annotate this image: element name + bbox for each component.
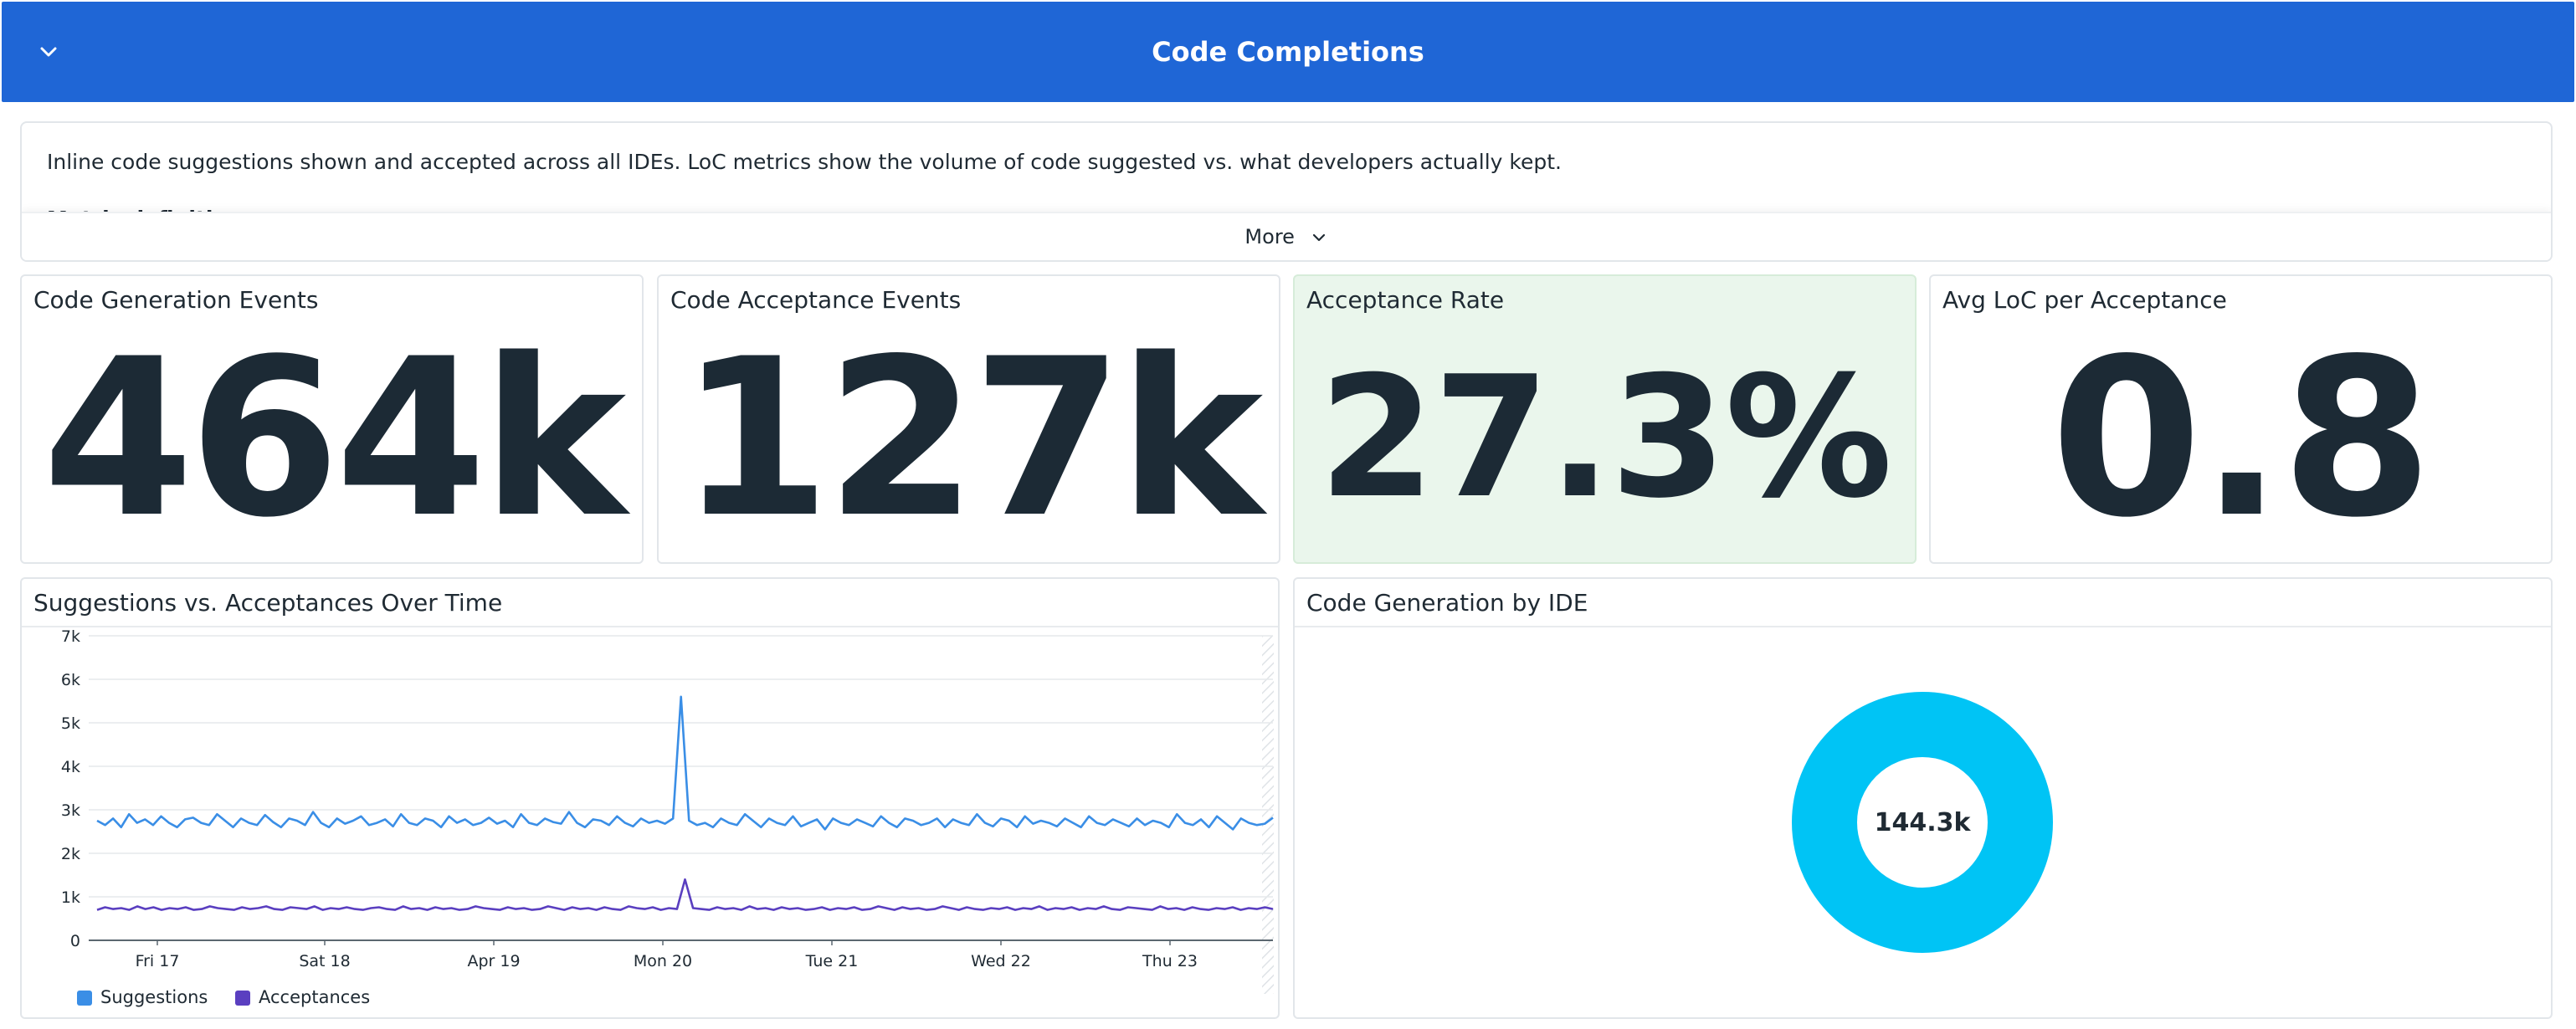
card-divider — [22, 626, 1278, 627]
description-text: Inline code suggestions shown and accept… — [47, 150, 1562, 174]
y-tick-label: 1k — [61, 888, 80, 907]
kpi-card-avg-loc: Avg LoC per Acceptance 0.8 — [1929, 274, 2553, 564]
incomplete-data-region — [1262, 636, 1274, 994]
timeseries-chart[interactable]: 0 1k 2k 3k 4k 5k 6k 7k Fri 17 Sat 18 Apr 19 Mon 20… — [22, 579, 1280, 1019]
x-tick-label: Tue 21 — [805, 952, 859, 970]
y-tick-label: 5k — [61, 714, 80, 733]
kpi-card-acceptance-rate: Acceptance Rate 27.3% — [1293, 274, 1917, 564]
legend-swatch — [77, 991, 92, 1006]
chevron-down-icon — [1312, 233, 1325, 242]
y-tick-label: 7k — [61, 627, 80, 646]
legend-swatch — [235, 991, 251, 1006]
series-line-acceptances[interactable] — [96, 878, 1274, 911]
x-tick-label: Fri 17 — [136, 952, 180, 970]
more-button[interactable]: More — [22, 212, 2551, 260]
y-tick-label: 2k — [61, 845, 80, 863]
x-tick-label: Apr 19 — [467, 952, 520, 970]
donut-center-label: 144.3k — [1875, 808, 1972, 837]
x-tick-label: Sat 18 — [299, 952, 350, 970]
legend-item-suggestions[interactable]: Suggestions — [77, 987, 208, 1007]
x-tick-label: Thu 23 — [1142, 952, 1198, 970]
y-tick-label: 6k — [61, 671, 80, 689]
donut-slice[interactable] — [1792, 692, 2053, 953]
x-tick-label: Mon 20 — [634, 952, 692, 970]
chevron-down-icon[interactable] — [32, 35, 65, 69]
kpi-value: 464k — [42, 313, 627, 564]
kpi-card-code-acceptance: Code Acceptance Events 127k — [657, 274, 1280, 564]
kpi-title: Avg LoC per Acceptance — [1942, 286, 2227, 314]
ide-breakdown-card: Code Generation by IDE 144.3k — [1293, 577, 2553, 1019]
more-label: More — [1244, 225, 1295, 248]
chart-title: Suggestions vs. Acceptances Over Time — [33, 589, 503, 617]
section-header: Code Completions — [2, 2, 2574, 102]
chart-title: Code Generation by IDE — [1306, 589, 1588, 617]
donut-chart[interactable]: 144.3k — [1295, 579, 2553, 1019]
y-tick-label: 0 — [70, 932, 80, 950]
card-divider — [1295, 626, 2551, 627]
kpi-value: 27.3% — [1318, 340, 1893, 535]
timeseries-card: Suggestions vs. Acceptances Over Time 0 1… — [20, 577, 1280, 1019]
legend-item-acceptances[interactable]: Acceptances — [235, 987, 370, 1007]
x-tick-label: Wed 22 — [971, 952, 1031, 970]
section-title: Code Completions — [1152, 36, 1424, 68]
chart-legend: Suggestions Acceptances — [77, 987, 392, 1007]
y-tick-label: 4k — [61, 758, 80, 776]
y-tick-label: 3k — [61, 801, 80, 820]
series-line-suggestions[interactable] — [96, 695, 1274, 831]
kpi-title: Code Acceptance Events — [670, 286, 962, 314]
description-note: Inline code suggestions shown and accept… — [20, 121, 2553, 262]
kpi-value: 127k — [679, 313, 1264, 564]
kpi-card-code-generation: Code Generation Events 464k — [20, 274, 644, 564]
kpi-title: Code Generation Events — [33, 286, 319, 314]
kpi-title: Acceptance Rate — [1306, 286, 1505, 314]
kpi-value: 0.8 — [2050, 313, 2433, 564]
